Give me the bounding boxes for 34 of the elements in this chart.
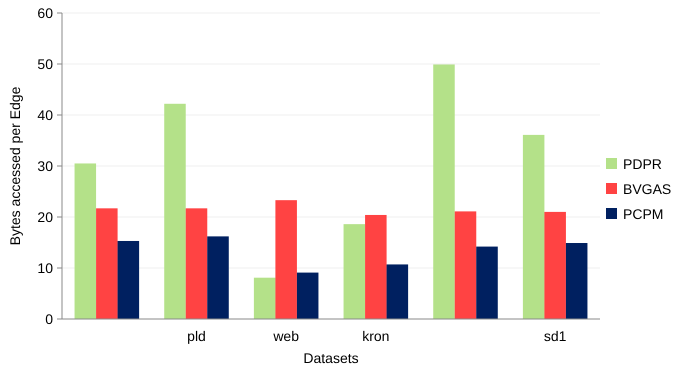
x-axis-title: Datasets xyxy=(303,350,359,366)
x-tick-label: pld xyxy=(187,328,206,344)
bar xyxy=(186,208,208,319)
bar xyxy=(522,134,544,319)
bar xyxy=(96,208,118,319)
bar xyxy=(386,264,408,319)
y-tick-label: 50 xyxy=(37,56,54,72)
legend-label: PDPR xyxy=(623,156,662,172)
y-tick-label: 30 xyxy=(37,158,54,174)
bar xyxy=(118,240,140,319)
bar xyxy=(207,236,229,319)
y-tick-label: 60 xyxy=(37,5,54,21)
y-tick-label: 10 xyxy=(37,260,54,276)
x-tick-label: web xyxy=(272,328,300,344)
y-axis-title: Bytes accessed per Edge xyxy=(7,86,23,246)
bar xyxy=(254,278,276,319)
x-tick-label: sd1 xyxy=(544,328,567,344)
x-tick-label: kron xyxy=(362,328,390,344)
bar xyxy=(566,243,588,319)
bar xyxy=(544,212,566,319)
bar xyxy=(74,163,96,319)
y-tick-label: 40 xyxy=(37,107,54,123)
bar xyxy=(454,211,476,319)
y-tick-label: 20 xyxy=(37,209,54,225)
bar xyxy=(275,200,297,319)
bar xyxy=(365,214,387,319)
legend-label: PCPM xyxy=(623,206,664,222)
bar xyxy=(344,224,366,319)
bar xyxy=(476,246,498,319)
bar xyxy=(433,64,455,319)
y-tick-label: 0 xyxy=(45,311,54,327)
bar xyxy=(296,272,318,319)
bar xyxy=(164,104,186,319)
legend-label: BVGAS xyxy=(623,181,672,197)
